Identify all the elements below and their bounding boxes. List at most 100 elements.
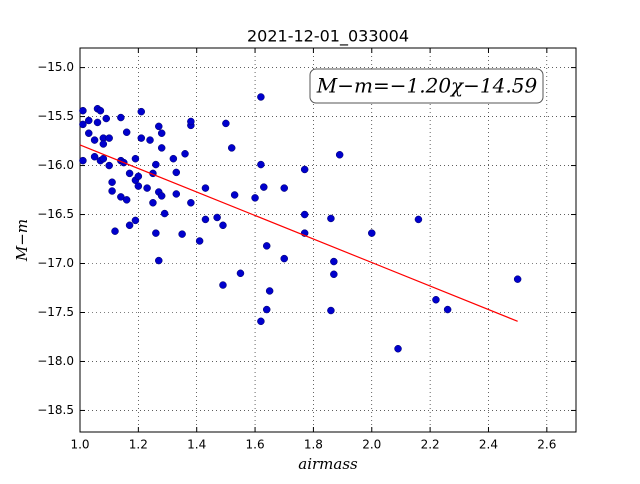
point	[108, 187, 116, 195]
point	[394, 344, 402, 353]
point	[105, 161, 113, 170]
x-tick-label: 1.2	[129, 438, 148, 452]
point	[137, 107, 146, 116]
point	[172, 190, 181, 198]
point	[102, 114, 111, 123]
point	[143, 184, 151, 192]
point	[213, 213, 221, 222]
point	[122, 196, 131, 204]
point	[181, 150, 189, 158]
x-axis-label: airmass	[298, 455, 358, 473]
chart-title: 2021-12-01_033004	[247, 27, 409, 47]
point	[195, 237, 204, 245]
point	[131, 216, 140, 225]
point	[160, 209, 169, 218]
point	[134, 172, 143, 181]
y-tick-label: −17.0	[37, 256, 74, 270]
point	[79, 156, 87, 165]
point	[327, 214, 335, 223]
point	[443, 305, 452, 314]
annotation-box	[309, 68, 544, 104]
point	[335, 151, 344, 159]
point	[260, 183, 268, 191]
point	[131, 154, 140, 163]
y-tick-label: −15.0	[37, 60, 74, 74]
point	[513, 275, 522, 283]
point	[265, 287, 274, 295]
point	[108, 178, 116, 186]
point	[222, 119, 230, 128]
point	[137, 134, 146, 142]
point	[149, 199, 157, 207]
point	[178, 230, 186, 238]
point	[201, 215, 210, 224]
x-tick-label: 2.6	[537, 438, 556, 452]
point	[93, 118, 102, 127]
point	[85, 129, 93, 137]
x-tick-label: 2.4	[479, 438, 498, 452]
fit-line	[79, 144, 518, 322]
point	[219, 221, 227, 230]
point	[368, 229, 376, 237]
x-tick-label: 2.2	[421, 438, 440, 452]
point	[262, 242, 271, 250]
point	[219, 281, 227, 289]
x-tick-label: 2.0	[362, 438, 381, 452]
point	[111, 227, 119, 235]
point	[122, 128, 131, 136]
y-tick-label: −16.5	[37, 207, 74, 221]
point	[257, 93, 265, 101]
point	[280, 184, 288, 192]
point	[280, 254, 288, 263]
point	[79, 120, 87, 129]
point	[300, 165, 309, 174]
point	[257, 160, 265, 169]
point	[236, 269, 245, 278]
y-tick-label: −17.5	[37, 305, 74, 319]
point	[152, 229, 160, 237]
point	[117, 193, 125, 201]
y-tick-label: −18.5	[37, 403, 74, 417]
point	[79, 106, 87, 115]
point	[330, 257, 338, 266]
point	[155, 122, 163, 131]
point	[146, 136, 154, 144]
x-tick-label: 1.6	[246, 438, 265, 452]
point	[251, 194, 259, 202]
point	[330, 270, 338, 279]
y-tick-label: −16.0	[37, 158, 74, 172]
point	[169, 154, 178, 163]
point	[155, 256, 163, 265]
point	[157, 129, 166, 137]
point	[90, 152, 99, 161]
point	[157, 144, 166, 152]
point	[300, 210, 309, 219]
point	[187, 117, 195, 126]
point	[105, 134, 113, 142]
point	[257, 317, 265, 326]
point	[117, 113, 125, 122]
point	[99, 154, 108, 163]
point	[85, 116, 93, 125]
point	[125, 221, 134, 230]
point	[414, 215, 423, 224]
point	[125, 169, 134, 178]
x-tick-label: 1.4	[187, 438, 206, 452]
point	[230, 191, 239, 199]
point	[262, 305, 271, 314]
annotation: M−m=−1.20χ−14.59	[316, 74, 538, 98]
point	[432, 296, 440, 304]
point	[134, 182, 143, 190]
point	[90, 136, 99, 144]
point	[201, 184, 210, 192]
point	[157, 192, 166, 200]
point	[327, 306, 335, 315]
point	[96, 106, 105, 115]
point	[187, 199, 195, 207]
x-tick-label: 1.8	[304, 438, 323, 452]
point	[227, 144, 236, 152]
plot-frame	[79, 47, 577, 433]
point	[172, 168, 181, 177]
point	[152, 160, 160, 169]
